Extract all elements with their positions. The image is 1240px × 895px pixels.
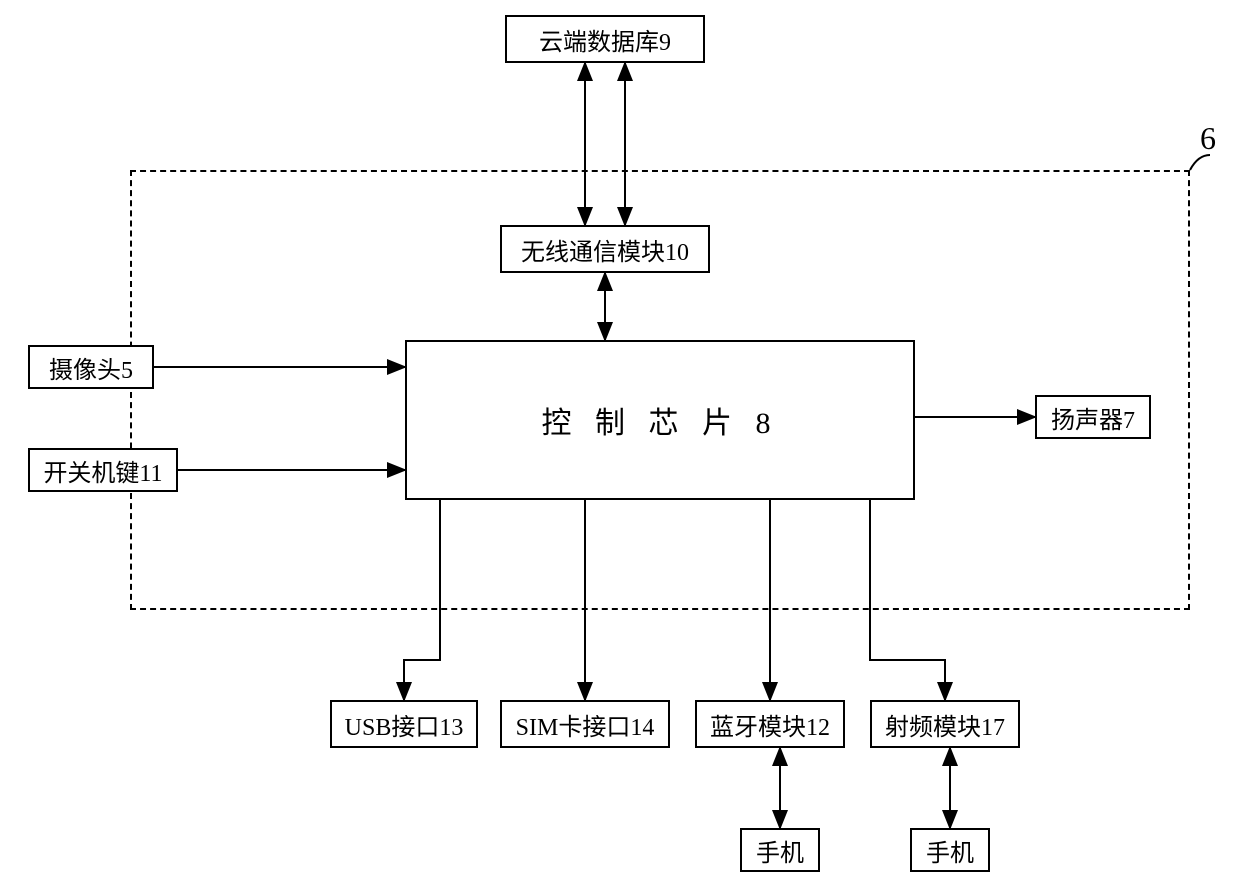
node-usb: USB接口13 <box>330 700 478 748</box>
node-sim-label: SIM卡接口14 <box>516 707 655 742</box>
node-bluetooth-label: 蓝牙模块12 <box>710 707 830 742</box>
node-camera-label: 摄像头5 <box>49 350 133 385</box>
node-camera: 摄像头5 <box>28 345 154 389</box>
node-power-key: 开关机键11 <box>28 448 178 492</box>
node-rf: 射频模块17 <box>870 700 1020 748</box>
node-wireless-label: 无线通信模块10 <box>521 232 689 267</box>
node-speaker: 扬声器7 <box>1035 395 1151 439</box>
node-phone1-label: 手机 <box>756 833 804 868</box>
node-usb-label: USB接口13 <box>345 707 464 742</box>
node-control-chip: 控 制 芯 片 8 <box>405 340 915 500</box>
node-rf-label: 射频模块17 <box>885 707 1005 742</box>
node-cloud-db-label: 云端数据库9 <box>539 22 671 57</box>
node-power-key-label: 开关机键11 <box>43 453 162 488</box>
node-phone1: 手机 <box>740 828 820 872</box>
node-wireless: 无线通信模块10 <box>500 225 710 273</box>
node-phone2: 手机 <box>910 828 990 872</box>
node-phone2-label: 手机 <box>926 833 974 868</box>
label-6: 6 <box>1200 120 1216 157</box>
node-control-chip-label: 控 制 芯 片 8 <box>542 398 779 442</box>
node-cloud-db: 云端数据库9 <box>505 15 705 63</box>
node-bluetooth: 蓝牙模块12 <box>695 700 845 748</box>
node-speaker-label: 扬声器7 <box>1051 400 1135 435</box>
node-sim: SIM卡接口14 <box>500 700 670 748</box>
